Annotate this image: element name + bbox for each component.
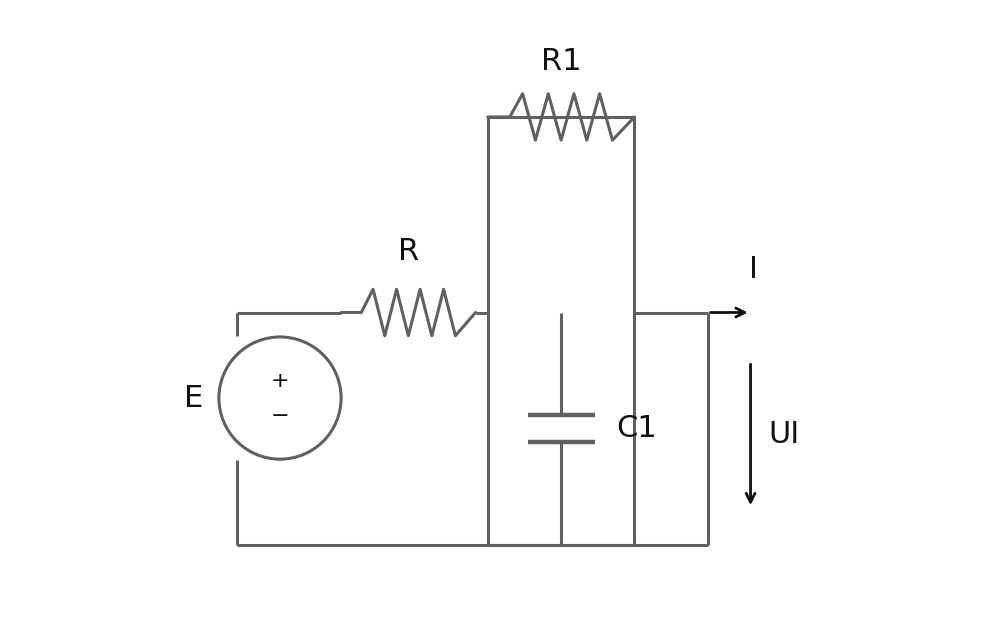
Text: R: R [398, 237, 419, 266]
Text: C1: C1 [616, 414, 657, 443]
Text: I: I [749, 255, 758, 284]
Text: UI: UI [769, 420, 800, 449]
Text: E: E [184, 384, 204, 412]
Circle shape [219, 337, 341, 459]
Text: −: − [271, 406, 289, 426]
Text: +: + [271, 371, 289, 391]
Text: R1: R1 [541, 48, 581, 76]
